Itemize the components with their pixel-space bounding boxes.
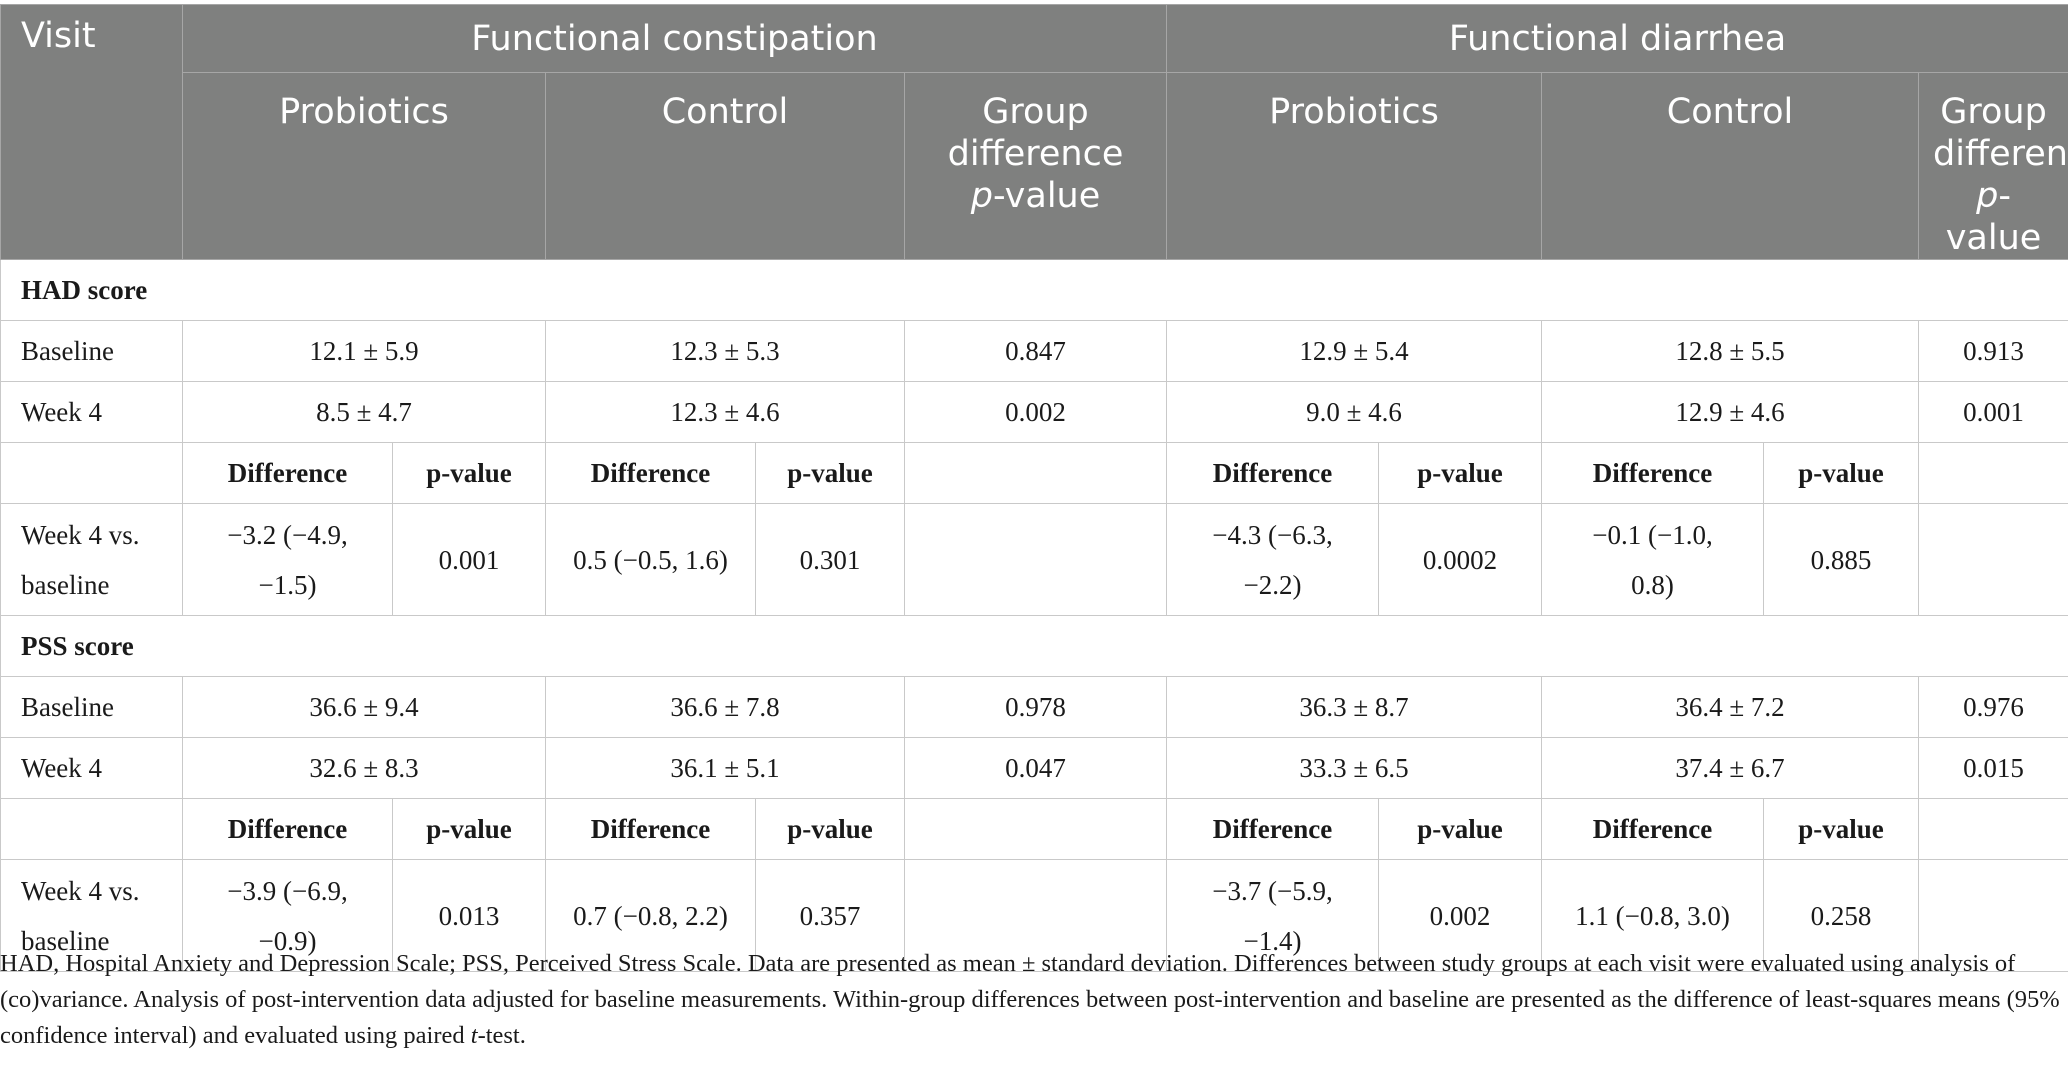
fc-probiotics-value: 8.5 ± 4.7: [182, 381, 546, 443]
fd-group-difference-header: Group difference p-value: [1918, 72, 2068, 260]
fd-control-value: 12.8 ± 5.5: [1541, 320, 1920, 382]
fd-control-p-value: 0.258: [1763, 859, 1920, 972]
fc-probiotics-value: 36.6 ± 9.4: [182, 676, 546, 738]
visit-header: Visit: [0, 4, 183, 260]
fc-probiotics-value: 12.1 ± 5.9: [182, 320, 546, 382]
fc-control-value: 36.1 ± 5.1: [545, 737, 905, 799]
table-footnote: HAD, Hospital Anxiety and Depression Sca…: [0, 950, 2060, 1049]
fc-group-p-value: 0.978: [903, 676, 1168, 738]
fd-control-value: 37.4 ± 6.7: [1541, 737, 1920, 799]
results-table: Visit Functional constipation Functional…: [0, 4, 2068, 972]
fd-probiotics-p-value: 0.0002: [1378, 503, 1543, 616]
fc-control-p-value: 0.301: [755, 503, 905, 616]
table-row: Baseline 12.1 ± 5.9 12.3 ± 5.3 0.847 12.…: [0, 320, 2068, 382]
fc-probiotics-p-value: 0.001: [392, 503, 546, 616]
p-value-header: p-value: [755, 798, 905, 860]
p-value-header: p-value: [1378, 442, 1543, 504]
fc-control-difference: 0.7 (−0.8, 2.2): [545, 859, 756, 972]
fc-control-difference: 0.5 (−0.5, 1.6): [545, 503, 756, 616]
change-label: Week 4 vs. baseline: [0, 859, 183, 972]
fd-control-value: 36.4 ± 7.2: [1541, 676, 1920, 738]
sub-header-row: Difference p-value Difference p-value Di…: [0, 798, 2068, 860]
difference-header: Difference: [1541, 442, 1765, 504]
fd-control-header: Control: [1541, 72, 1920, 260]
fc-probiotics-difference: −3.9 (−6.9, −0.9): [182, 859, 393, 972]
fd-control-difference: 1.1 (−0.8, 3.0): [1541, 859, 1765, 972]
fd-control-difference: −0.1 (−1.0, 0.8): [1541, 503, 1765, 616]
empty-cell: [903, 503, 1168, 616]
fd-probiotics-difference: −3.7 (−5.9, −1.4): [1166, 859, 1380, 972]
empty-cell: [0, 442, 183, 504]
visit-label: Week 4: [0, 381, 183, 443]
empty-cell: [903, 798, 1168, 860]
fd-group-p-value: 0.913: [1918, 320, 2068, 382]
p-value-header: p-value: [1763, 798, 1920, 860]
change-row: Week 4 vs. baseline −3.2 (−4.9, −1.5) 0.00…: [0, 503, 2068, 616]
fc-control-value: 36.6 ± 7.8: [545, 676, 905, 738]
difference-header: Difference: [545, 442, 756, 504]
table-row: Baseline 36.6 ± 9.4 36.6 ± 7.8 0.978 36.…: [0, 676, 2068, 738]
fc-probiotics-difference: −3.2 (−4.9, −1.5): [182, 503, 393, 616]
p-value-header: p-value: [755, 442, 905, 504]
fd-probiotics-value: 33.3 ± 6.5: [1166, 737, 1543, 799]
section-title: PSS score: [0, 615, 2068, 677]
difference-header: Difference: [545, 798, 756, 860]
p-value-header: p-value: [1378, 798, 1543, 860]
difference-header: Difference: [182, 798, 393, 860]
fd-control-value: 12.9 ± 4.6: [1541, 381, 1920, 443]
fd-probiotics-difference: −4.3 (−6.3, −2.2): [1166, 503, 1380, 616]
empty-cell: [903, 442, 1168, 504]
p-value-header: p-value: [392, 798, 546, 860]
fd-group-p-value: 0.015: [1918, 737, 2068, 799]
functional-constipation-header: Functional constipation: [181, 4, 1168, 73]
difference-header: Difference: [1166, 442, 1380, 504]
visit-label: Baseline: [0, 320, 183, 382]
fc-group-p-value: 0.002: [903, 381, 1168, 443]
fc-group-p-value: 0.847: [903, 320, 1168, 382]
empty-cell: [0, 798, 183, 860]
fc-group-p-value: 0.047: [903, 737, 1168, 799]
empty-cell: [1918, 859, 2068, 972]
difference-header: Difference: [1541, 798, 1765, 860]
fd-group-p-value: 0.001: [1918, 381, 2068, 443]
fc-control-value: 12.3 ± 5.3: [545, 320, 905, 382]
fc-group-difference-header: Group difference p-value: [903, 72, 1168, 260]
fc-probiotics-value: 32.6 ± 8.3: [182, 737, 546, 799]
empty-cell: [1918, 798, 2068, 860]
sub-header-row: Difference p-value Difference p-value Di…: [0, 442, 2068, 504]
change-row: Week 4 vs. baseline −3.9 (−6.9, −0.9) 0.01…: [0, 859, 2068, 972]
fc-probiotics-header: Probiotics: [182, 72, 546, 260]
fd-control-p-value: 0.885: [1763, 503, 1920, 616]
visit-label: Baseline: [0, 676, 183, 738]
section-row-pss: PSS score: [0, 615, 2068, 677]
section-row-had: HAD score: [0, 259, 2068, 321]
difference-header: Difference: [182, 442, 393, 504]
p-value-header: p-value: [1763, 442, 1920, 504]
fc-probiotics-p-value: 0.013: [392, 859, 546, 972]
visit-label: Week 4: [0, 737, 183, 799]
difference-header: Difference: [1166, 798, 1380, 860]
fd-probiotics-value: 12.9 ± 5.4: [1166, 320, 1543, 382]
functional-diarrhea-header: Functional diarrhea: [1166, 4, 2068, 73]
fc-control-value: 12.3 ± 4.6: [545, 381, 905, 443]
section-title: HAD score: [0, 259, 2068, 321]
fd-probiotics-header: Probiotics: [1166, 72, 1543, 260]
empty-cell: [1918, 503, 2068, 616]
fd-group-p-value: 0.976: [1918, 676, 2068, 738]
fc-control-header: Control: [545, 72, 905, 260]
fd-probiotics-p-value: 0.002: [1378, 859, 1543, 972]
table-row: Week 4 32.6 ± 8.3 36.1 ± 5.1 0.047 33.3 …: [0, 737, 2068, 799]
change-label: Week 4 vs. baseline: [0, 503, 183, 616]
table-row: Week 4 8.5 ± 4.7 12.3 ± 4.6 0.002 9.0 ± …: [0, 381, 2068, 443]
fc-control-p-value: 0.357: [755, 859, 905, 972]
empty-cell: [1918, 442, 2068, 504]
fd-probiotics-value: 9.0 ± 4.6: [1166, 381, 1543, 443]
p-value-header: p-value: [392, 442, 546, 504]
empty-cell: [903, 859, 1168, 972]
fd-probiotics-value: 36.3 ± 8.7: [1166, 676, 1543, 738]
